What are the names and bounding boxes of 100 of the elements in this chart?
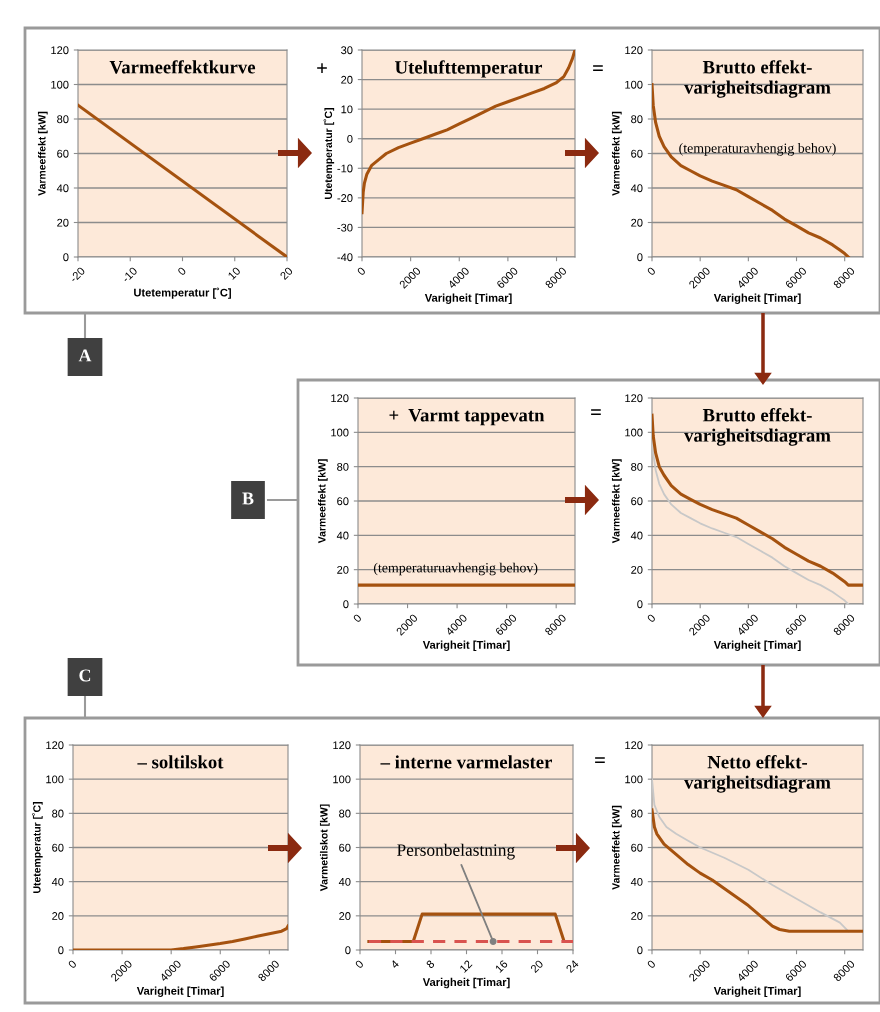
y-tick-label: 0 [637,600,643,609]
x-axis-title: Varigheit [Timar] [422,640,510,652]
y-tick-label: 80 [631,115,643,124]
text: Brutto effekt- varigheitsdiagram [684,408,831,446]
y-tick-label: 120 [625,741,643,750]
x-tick-label: 12 [459,959,473,973]
y-tick-label: 0 [637,946,643,955]
x-axis-title: Varigheit [Timar] [713,293,801,305]
y-tick-label: 0 [345,946,351,955]
y-tick-label: 80 [631,462,643,471]
x-tick-label: 10 [227,266,241,280]
y-tick-label: 60 [631,149,643,158]
y-tick-label: 40 [51,877,64,886]
text: B [242,492,254,505]
y-tick-label: -10 [337,164,353,173]
y-tick-label: 60 [339,843,351,852]
y-tick-label: 60 [337,497,349,506]
y-axis-title: Varmetilskot [kW] [319,804,330,892]
y-tick-label: 120 [51,46,69,55]
y-tick-label: 100 [625,428,643,437]
y-tick-label: 10 [341,105,353,114]
y-tick-label: 120 [625,46,643,55]
y-tick-label: 20 [631,912,643,920]
x-axis-title: Utetemperatur [˚C] [134,287,231,299]
y-tick-label: 100 [331,428,349,437]
y-tick-label: 20 [57,218,69,227]
x-tick-label: 16 [494,959,509,973]
y-tick-label: 100 [625,775,643,784]
x-axis-title: Varigheit [Timar] [422,977,510,989]
y-tick-label: 100 [625,80,643,89]
x-tick-label: 24 [565,959,580,974]
x-tick-label: 0 [354,959,364,969]
annotation: Personbelastning [397,843,515,860]
text: = [593,65,603,71]
y-tick-label: 80 [57,115,69,124]
y-tick-label: 0 [58,946,64,955]
y-tick-label: 120 [625,394,643,403]
y-tick-label: 20 [631,218,643,227]
text: + [317,63,327,73]
chart-title: – soltilskot [137,755,224,769]
y-tick-label: 100 [46,775,64,784]
x-tick-label: 0 [646,266,656,276]
y-axis-title: Utetemperatur [˚C] [32,802,43,893]
x-tick-label: 20 [279,266,294,281]
x-tick-label: 0 [646,959,656,969]
y-tick-label: 20 [631,565,643,574]
y-tick-label: 40 [630,184,643,193]
y-tick-label: 60 [57,149,69,158]
x-tick-label: 0 [67,959,77,969]
y-tick-label: 40 [338,877,351,886]
y-tick-label: 120 [333,741,351,750]
y-tick-label: -40 [337,253,353,262]
y-tick-label: 30 [341,46,353,55]
y-tick-label: 40 [630,531,643,540]
y-tick-label: 40 [630,877,643,886]
y-axis-title: Varmeeffekt [kW] [37,111,48,196]
x-axis-title: Varigheit [Timar] [713,640,801,652]
text: = [595,757,605,763]
y-tick-label: 120 [46,741,64,750]
y-tick-label: 80 [337,462,349,471]
y-tick-label: 40 [56,184,69,193]
x-axis-title: Varigheit [Timar] [713,986,801,998]
y-tick-label: 0 [63,253,69,262]
y-axis-title: Varmeeffekt [kW] [611,459,622,544]
y-tick-label: 60 [52,843,64,852]
y-tick-label: 20 [337,565,349,574]
y-tick-label: 20 [341,75,353,84]
y-tick-label: 60 [631,497,643,506]
y-tick-label: 80 [339,809,351,818]
x-axis-title: Varigheit [Timar] [424,293,512,305]
chart-title: Varmeeffektkurve [109,60,256,74]
y-tick-label: 20 [52,912,64,920]
y-tick-label: 80 [631,809,643,818]
x-tick-label: 8 [425,959,435,969]
chart-title: – interne varmelaster [380,755,552,769]
y-tick-label: 80 [52,809,64,818]
y-tick-label: 0 [343,600,349,609]
text: + Varmt tappevatn [389,409,545,426]
y-axis-title: Varmeeffekt [kW] [317,459,328,544]
x-tick-label: 0 [646,613,656,623]
text: Netto effekt- varigheitsdiagram [684,755,831,793]
text: Utelufttemperatur [395,60,543,78]
y-axis-title: Varmeeffekt [kW] [611,111,622,196]
x-axis-title: Varigheit [Timar] [136,986,224,998]
text: Brutto effekt- varigheitsdiagram [684,60,831,98]
x-tick-label: 0 [352,613,362,623]
y-tick-label: 100 [51,80,69,89]
y-tick-label: 0 [637,253,643,262]
y-tick-label: -20 [337,194,353,202]
annotation: (temperaturavhengig behov) [679,143,836,156]
y-tick-label: -30 [337,223,353,232]
x-tick-label: 4 [390,959,400,969]
y-tick-label: 100 [333,775,351,784]
y-tick-label: 120 [331,394,349,403]
y-tick-label: 0 [347,134,353,143]
y-axis-title: Varmeeffekt [kW] [611,805,622,890]
text: C [79,669,91,682]
y-tick-label: 20 [339,912,351,920]
y-tick-label: 60 [631,843,643,852]
y-axis-title: Utetemperatur [˚C] [323,108,335,199]
